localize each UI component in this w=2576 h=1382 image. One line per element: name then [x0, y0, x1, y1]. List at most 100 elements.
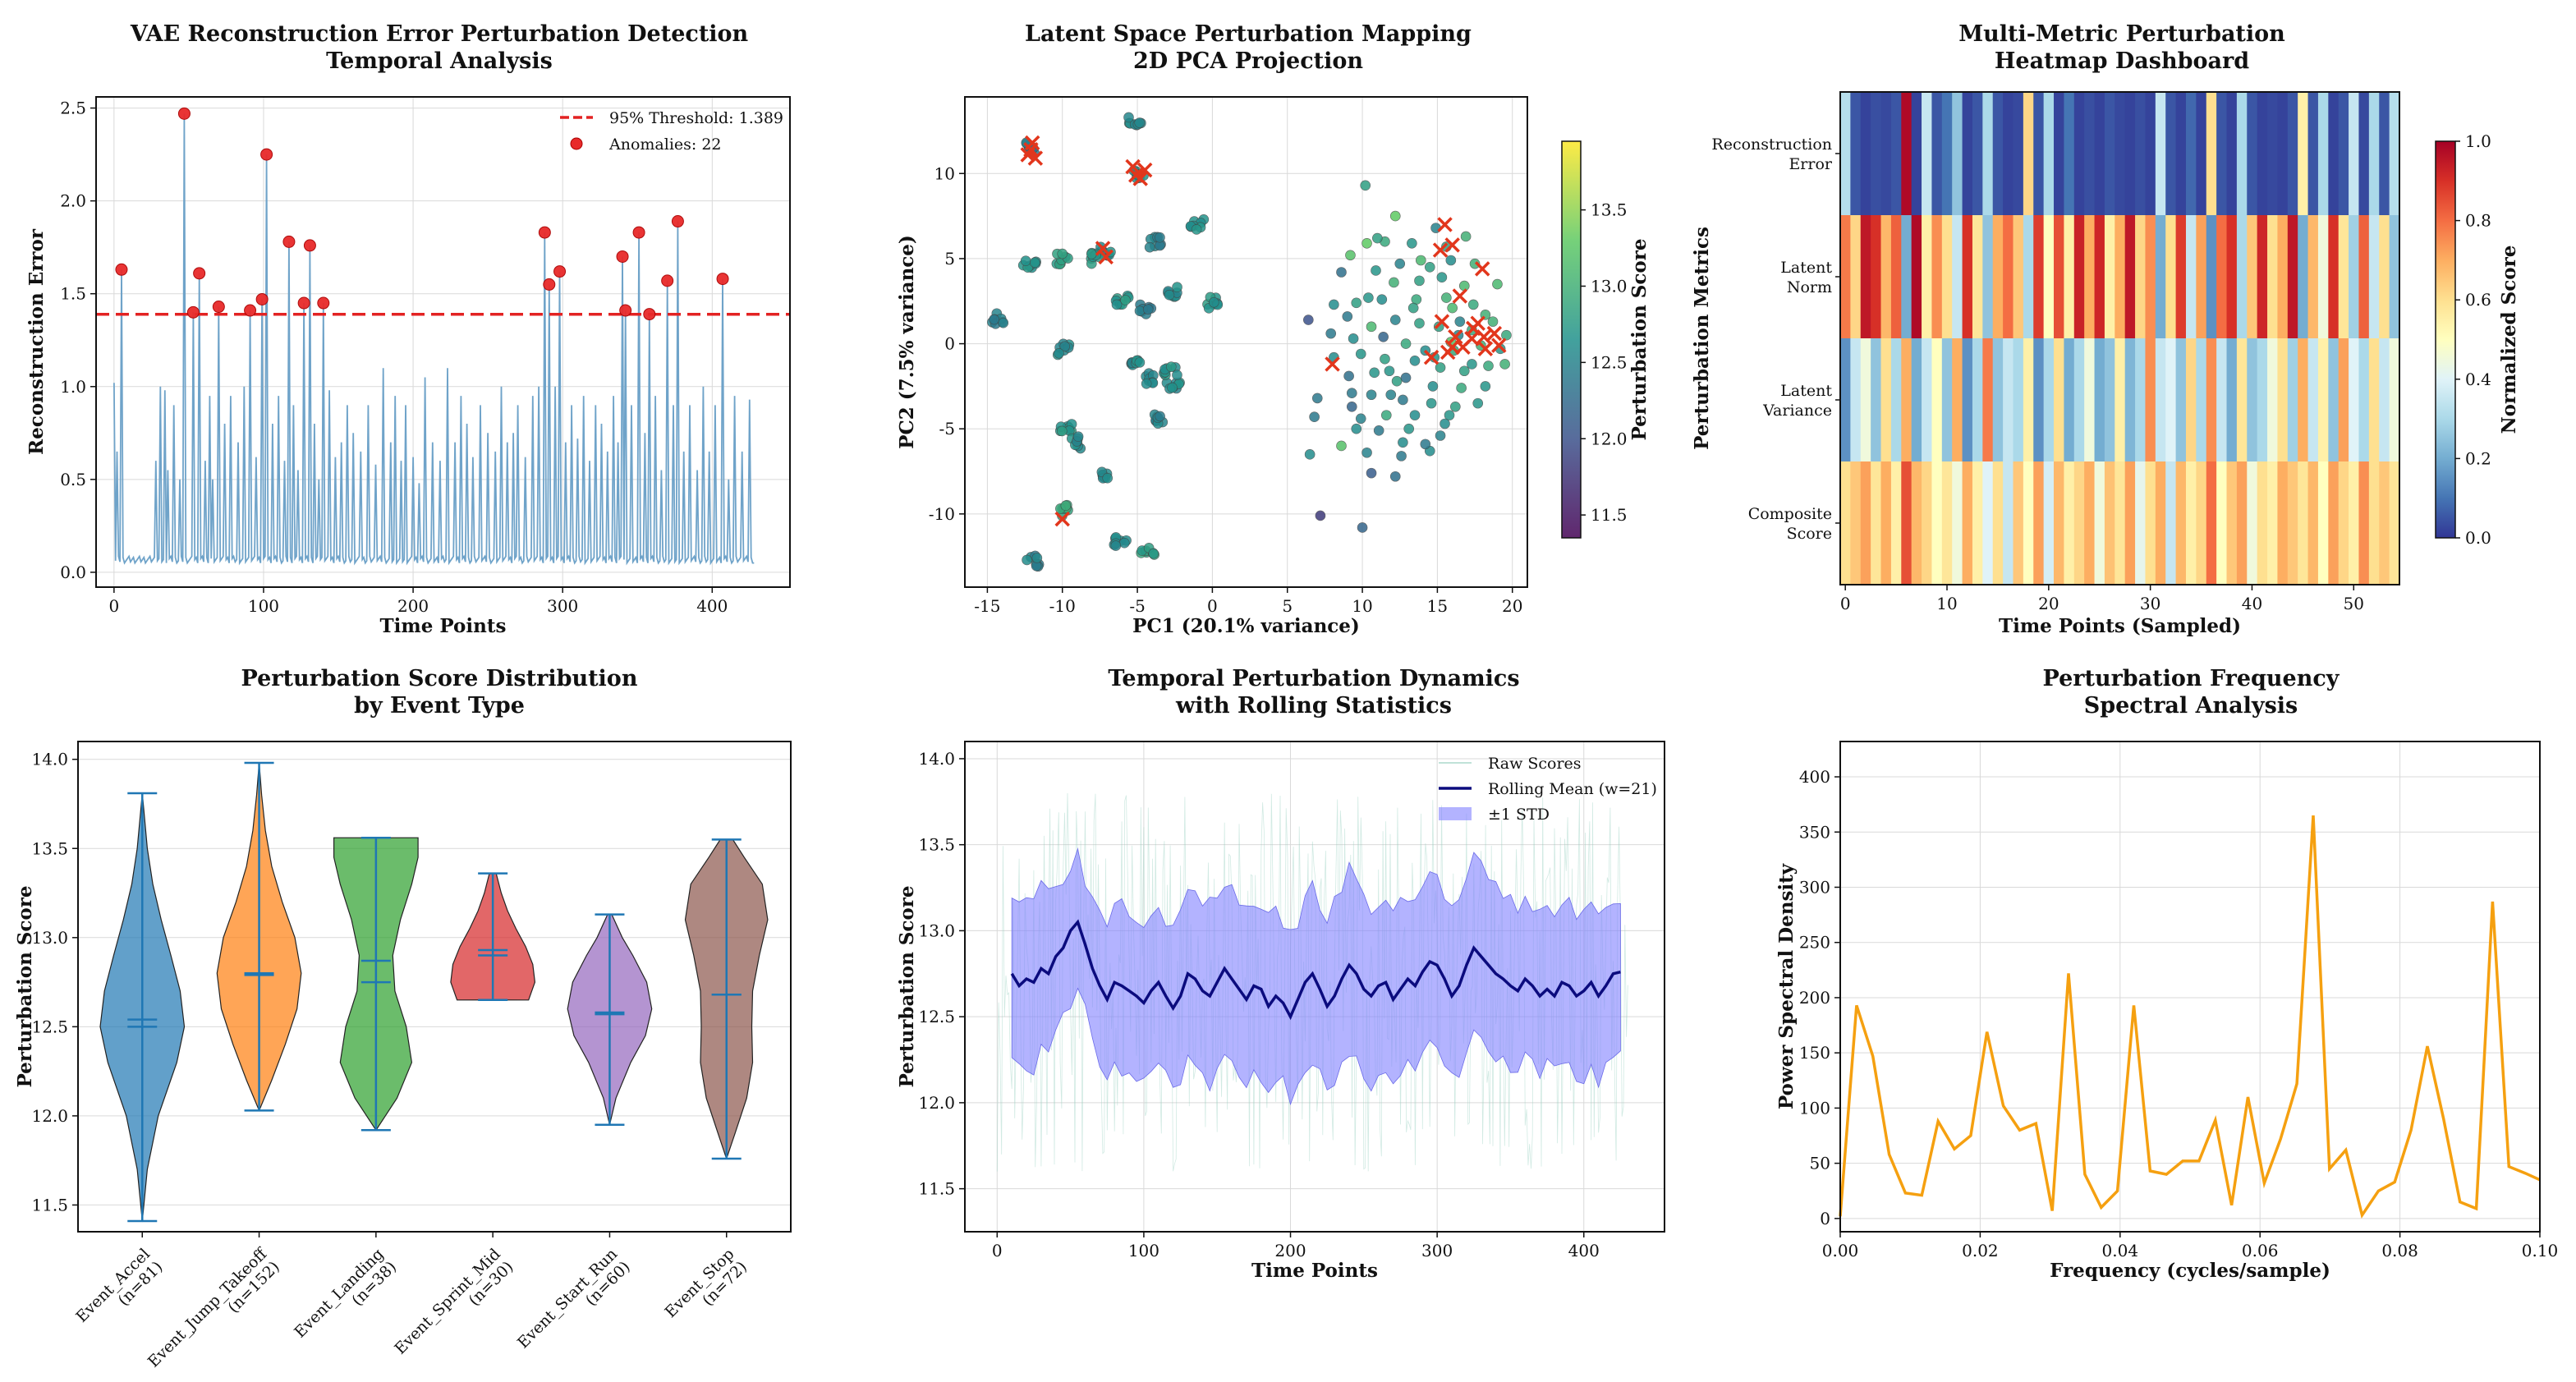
x-tick-label: 15	[1427, 596, 1448, 616]
colorbar-tick-label: 13.5	[1591, 200, 1628, 220]
perturbed-marker	[1136, 162, 1153, 178]
heatmap-cell	[1962, 92, 1973, 216]
heatmap-cell	[2135, 338, 2147, 462]
y-tick-label: 11.5	[31, 1195, 68, 1214]
perturbed-marker	[1437, 217, 1453, 232]
x-tick-label: 200	[397, 596, 429, 616]
legend-anomaly-swatch	[570, 137, 583, 150]
latent-point	[1424, 261, 1435, 273]
heatmap-cell	[2206, 92, 2217, 216]
y-gridlines	[78, 759, 791, 1205]
latent-point	[1407, 302, 1419, 314]
heatmap-cell	[2135, 215, 2147, 339]
legend: 95% Threshold: 1.389 Anomalies: 22	[560, 109, 783, 154]
heatmap-cell	[2145, 215, 2156, 339]
heatmap-cell	[2338, 461, 2349, 585]
latent-point	[1492, 278, 1503, 290]
anomaly-point	[553, 265, 567, 278]
colorbar-tick-label: 12.0	[1591, 429, 1628, 448]
latent-point	[1403, 423, 1414, 434]
heatmap-cell	[2115, 461, 2126, 585]
latent-point	[1467, 299, 1479, 310]
latent-point	[1414, 318, 1425, 328]
heatmap-cell	[1850, 338, 1862, 462]
colorbar-tick-label: 1.0	[2465, 131, 2491, 151]
heatmap-cell	[1931, 338, 1943, 462]
heatmap-cell	[2054, 461, 2064, 585]
latent-point	[1398, 394, 1408, 406]
heatmap-cell	[2094, 92, 2105, 216]
heatmap-cell	[2033, 461, 2045, 585]
perturbed-marker	[1466, 320, 1481, 337]
anomaly-point	[643, 308, 656, 321]
latent-point	[1426, 397, 1437, 409]
chart-title: with Rolling Statistics	[1175, 693, 1452, 719]
chart-title: 2D PCA Projection	[1133, 48, 1363, 74]
x-gridlines	[1839, 742, 2541, 1232]
heatmap-cell	[1911, 461, 1922, 585]
latent-point	[1361, 237, 1372, 249]
heatmap-cell	[2389, 92, 2400, 216]
heatmap-cell	[2349, 338, 2360, 462]
anomaly-point	[671, 215, 684, 228]
heatmap-cell	[1962, 461, 1973, 585]
heatmap-cell	[1901, 92, 1912, 216]
latent-point	[1378, 331, 1389, 342]
colorbar-tick-label: 11.5	[1591, 505, 1628, 525]
heatmap-cell	[2084, 92, 2096, 216]
latent-point	[1086, 249, 1097, 259]
x-tick-label: 0.00	[1822, 1241, 1859, 1260]
heatmap-cell	[1931, 92, 1943, 216]
y-tick-label: 400	[1799, 767, 1830, 787]
x-tick-label: 40	[2242, 594, 2262, 613]
heatmap-cell	[1962, 215, 1973, 339]
heatmap-cell	[2247, 461, 2258, 585]
heatmap-cell	[2267, 215, 2279, 339]
violin-5	[567, 913, 653, 1126]
heatmap-cell	[2013, 338, 2024, 462]
heatmap-cell	[2185, 461, 2197, 585]
heatmap-cell	[2196, 338, 2207, 462]
latent-point	[1391, 375, 1403, 387]
colorbar-tick-label: 13.0	[1591, 276, 1628, 296]
heatmap-cell	[2379, 461, 2390, 585]
violin-category-label: Event_Accel(n=81)	[72, 1245, 166, 1338]
perturbed-marker	[1423, 349, 1440, 365]
latent-point	[1441, 292, 1452, 303]
latent-point	[1420, 438, 1431, 450]
latent-point	[1345, 250, 1356, 261]
heatmap-cell	[2317, 92, 2329, 216]
latent-point	[1120, 295, 1131, 305]
heatmap-cell	[2094, 461, 2105, 585]
colorbar-label: Normalized Score	[2498, 246, 2520, 434]
latent-point	[1394, 258, 1406, 269]
heatmap-cell	[1992, 461, 2004, 585]
heatmap-cell	[2196, 461, 2207, 585]
x-axis-label: Time Points (Sampled)	[1999, 615, 2241, 637]
heatmap-cell	[1840, 92, 1851, 216]
heatmap-cell	[2064, 92, 2075, 216]
heatmap-cell	[2307, 92, 2319, 216]
heatmap-cell	[2328, 461, 2340, 585]
plot-frame	[964, 741, 1665, 1233]
heatmap-cell	[2206, 461, 2217, 585]
chart-title: Temporal Analysis	[326, 48, 553, 74]
heatmap-cell	[2277, 92, 2289, 216]
heatmap-cell	[1901, 461, 1912, 585]
latent-point	[1400, 372, 1412, 383]
perturbed-marker	[1128, 168, 1144, 183]
heatmap-cell	[2307, 215, 2319, 339]
x-tick-label: 0	[992, 1241, 1003, 1260]
latent-point	[998, 317, 1009, 328]
x-axis-label: PC1 (20.1% variance)	[1132, 615, 1360, 637]
heatmap-cell	[1901, 215, 1912, 339]
x-tick-label: 0	[108, 596, 119, 616]
latent-point	[1142, 304, 1154, 315]
heatmap-cell	[2185, 215, 2197, 339]
latent-point	[1389, 210, 1401, 222]
latent-point	[1164, 289, 1175, 301]
latent-point	[1346, 401, 1357, 412]
heatmap-cell	[2013, 461, 2024, 585]
latent-point	[1435, 362, 1446, 373]
